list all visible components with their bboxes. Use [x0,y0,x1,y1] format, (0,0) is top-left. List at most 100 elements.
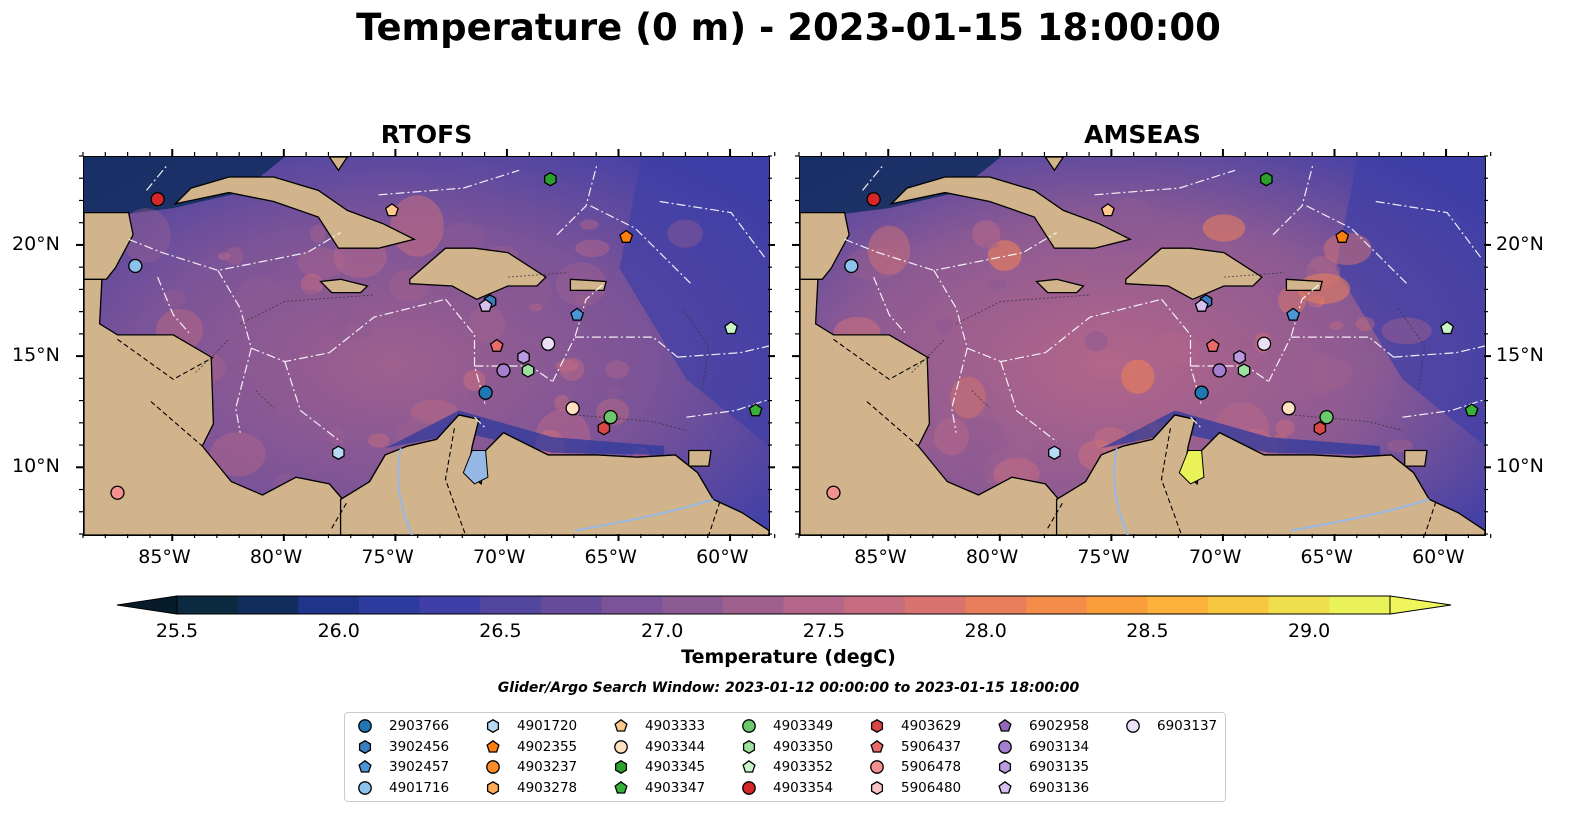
legend-marker-icon [998,760,1012,774]
lat-tick-label: 15°N [1496,344,1544,367]
colorbar-swatch [844,596,906,614]
lon-tick-label: 75°W [1077,546,1130,568]
legend-item: 4901720 [483,716,577,736]
float-marker-4901716 [128,258,143,274]
float-marker-3902457 [1286,307,1301,321]
legend-label: 4903354 [773,779,834,796]
colorbar-swatch [904,596,966,614]
colorbar-swatch [177,596,239,614]
lon-tick-label: 80°W [965,546,1019,568]
lat-tick-label: 10°N [12,455,60,478]
legend-label: 2903766 [389,718,450,734]
legend-label: 5906478 [901,759,962,775]
colorbar-swatch [722,596,784,614]
legend-label: 6902958 [1029,718,1090,734]
legend-item: 6903136 [995,778,1089,798]
map-canvas-amseas [800,157,1485,535]
float-marker-4903344 [565,401,580,416]
float-marker-6903136 [478,298,493,312]
float-marker-4901720 [1048,445,1061,460]
float-legend: 2903766 3902456 3902457 4901716 4901720 49023… [344,712,1226,802]
legend-marker [870,760,884,774]
float-marker-4902355 [619,229,634,243]
legend-item: 4903345 [611,757,705,777]
legend-marker-icon [358,719,372,733]
legend-marker [358,739,372,754]
float-marker-4903347 [748,403,763,417]
float-marker-6903135 [1233,349,1246,365]
legend-item: 5906480 [867,778,961,798]
panel-title-amseas: AMSEAS [1084,120,1201,149]
colorbar-swatch [662,596,724,614]
colorbar-swatch [237,596,299,614]
legend-marker [742,739,756,754]
legend-marker-icon [998,718,1012,732]
legend-marker [358,780,372,795]
float-marker-4903345 [1260,171,1273,187]
float-marker-2903766 [1194,385,1209,400]
lon-tick-label: 75°W [361,546,414,568]
float-marker-6903135 [517,349,530,365]
colorbar-swatch [1086,596,1148,614]
legend-item: 5906437 [867,737,961,757]
float-marker-4903349 [1319,410,1334,425]
colorbar-swatch [540,596,603,614]
legend-item: 3902456 [355,737,449,757]
legend-label: 4903345 [645,759,706,775]
legend-item: 4903237 [483,757,577,777]
colorbar-tick-label: 27.5 [802,620,846,642]
legend-item: 5906478 [867,757,961,777]
legend-marker [486,760,500,774]
legend-marker [870,780,884,795]
legend-marker-icon [998,739,1012,754]
lon-tick-label: 80°W [249,546,303,568]
legend-label: 5906437 [901,738,962,755]
lon-tick-label: 65°W [584,546,637,568]
float-marker-5906478 [110,485,125,500]
float-marker-4903350 [1237,363,1251,378]
map-panel-rtofs[interactable] [83,156,770,536]
legend-marker [486,739,500,753]
colorbar-tick-label: 26.5 [479,620,522,642]
colorbar-label: Temperature (degC) [681,646,896,668]
legend-item: 4901716 [355,778,449,798]
legend-label: 4903347 [645,779,706,796]
legend-marker-icon [614,739,628,754]
legend-marker [614,718,628,732]
map-panel-amseas[interactable] [799,156,1486,536]
legend-marker-icon [1126,719,1140,733]
legend-marker [614,780,628,794]
float-marker-4903352 [1440,320,1455,335]
float-marker-4903333 [1100,203,1115,217]
legend-marker-icon [486,760,500,774]
lon-tick-label: 70°W [1188,546,1242,568]
legend-label: 4901716 [389,779,450,796]
legend-marker [486,719,500,733]
legend-item: 4903333 [611,716,705,736]
colorbar-swatch [480,596,542,614]
legend-marker-icon [742,719,756,733]
colorbar-swatch [1208,596,1270,614]
lon-tick-label: 60°W [1412,546,1465,568]
legend-label: 4903629 [901,718,962,734]
float-marker-3902457 [570,307,585,321]
float-marker-4903347 [1464,403,1479,417]
float-marker-6903136 [1194,298,1209,312]
legend-marker-icon [358,780,372,795]
legend-marker-icon [870,739,884,753]
legend-marker-icon [614,780,628,794]
legend-marker [358,719,372,733]
float-marker-5906478 [826,485,841,500]
legend-marker-icon [870,719,884,733]
colorbar-swatch [601,596,663,614]
legend-item: 2903766 [355,716,449,736]
lon-tick-label: 70°W [472,546,526,568]
legend-label: 3902457 [389,759,450,775]
legend-item: 4903629 [867,716,961,736]
float-marker-6903137 [540,336,556,351]
legend-label: 4903333 [645,718,706,734]
axis-ticks [76,149,1492,541]
legend-item: 4903278 [483,778,577,798]
legend-label: 4903349 [773,718,834,734]
colorbar-swatch [1147,596,1209,614]
